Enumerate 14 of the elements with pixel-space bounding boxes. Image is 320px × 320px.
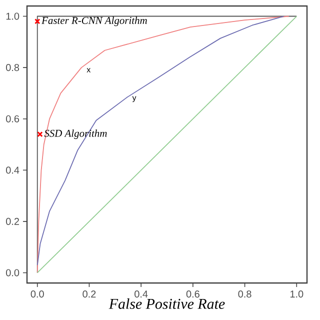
x-axis-title: False Positive Rate bbox=[108, 298, 225, 309]
y-tick-label: 0.6 bbox=[6, 115, 20, 122]
x-tick-label: 0.8 bbox=[238, 290, 252, 298]
x-tick-label: 0.4 bbox=[134, 290, 148, 298]
x-tick-label: 0.0 bbox=[30, 290, 44, 298]
x-tick-label: 0.2 bbox=[82, 290, 96, 298]
y-tick-label: 0.4 bbox=[6, 166, 20, 174]
y-tick-label: 1.0 bbox=[6, 12, 20, 20]
annotation: Faster R-CNN Algorithm bbox=[42, 16, 147, 26]
y-tick-label: 0.8 bbox=[6, 64, 20, 72]
x-tick-label: 1.0 bbox=[290, 290, 304, 298]
y-tick-label: 0.0 bbox=[6, 269, 20, 276]
y-tick-label: 0.2 bbox=[6, 218, 19, 225]
x-tick-label: 0.6 bbox=[186, 290, 200, 298]
